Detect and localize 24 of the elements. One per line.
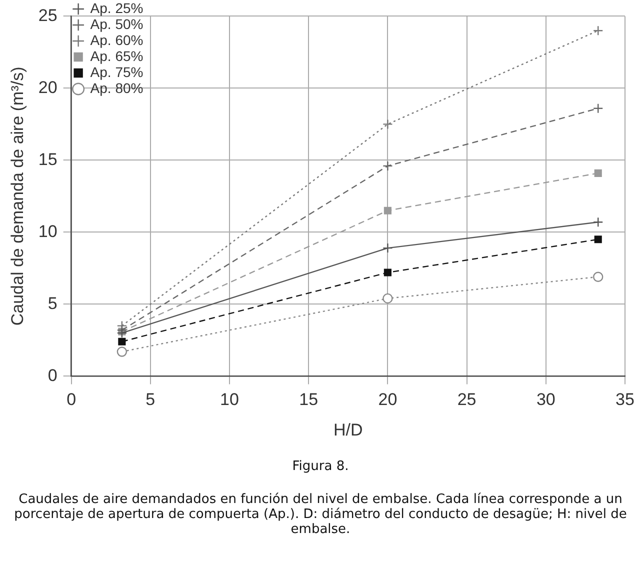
- y-tick-label: 10: [38, 222, 58, 241]
- x-tick-label: 0: [66, 390, 76, 410]
- y-tick-label: 20: [38, 78, 58, 97]
- legend-label: Ap. 60%: [90, 32, 144, 48]
- x-tick-label: 15: [299, 390, 318, 410]
- text: Figura 8.: [291, 459, 350, 474]
- x-tick-label: 35: [616, 390, 634, 410]
- x-tick-label: 20: [378, 390, 398, 410]
- y-tick-label: 0: [48, 366, 58, 385]
- y-tick-label: 25: [38, 6, 58, 25]
- legend-label: Ap. 25%: [90, 0, 144, 16]
- y-tick-label: 5: [48, 294, 58, 313]
- text: Caudales de aire demandados en función del nivel de embalse. Cada línea corresponde a un porcentaje de apertura de compuerta (Ap.). D: diámetro del conducto de desagüe; H: nivel de embalse.: [13, 492, 628, 537]
- legend-label: Ap. 80%: [90, 80, 144, 96]
- y-axis-title: Caudal de demanda de aire (m³/s): [8, 66, 27, 326]
- x-tick-label: 10: [220, 390, 239, 410]
- legend-label: Ap. 75%: [90, 64, 144, 80]
- legend-label: Ap. 50%: [90, 16, 144, 32]
- legend-label: Ap. 65%: [90, 48, 144, 64]
- x-axis-title: H/D: [334, 420, 363, 440]
- x-tick-label: 30: [536, 390, 556, 410]
- x-tick-label: 5: [146, 390, 156, 410]
- x-tick-label: 25: [457, 390, 476, 410]
- y-tick-label: 15: [38, 150, 58, 169]
